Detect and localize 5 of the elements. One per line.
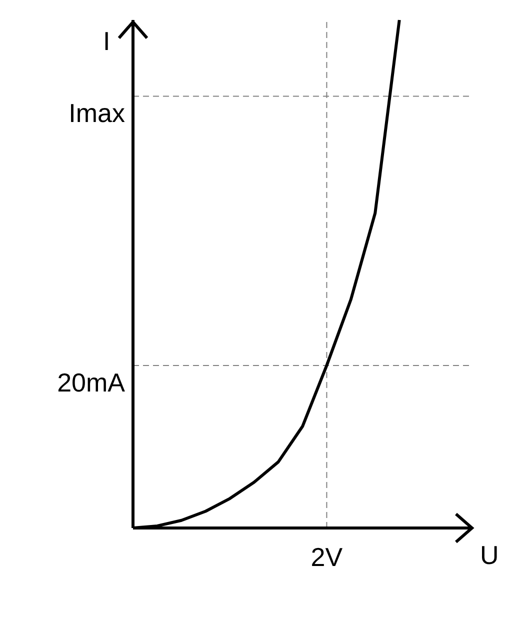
ref-line-label: 20mA: [57, 367, 126, 398]
y-axis-title: I: [103, 26, 110, 56]
text: 2V: [310, 542, 344, 572]
x-axis-title: U: [480, 540, 499, 570]
ref-line-label: Imax: [68, 98, 125, 128]
